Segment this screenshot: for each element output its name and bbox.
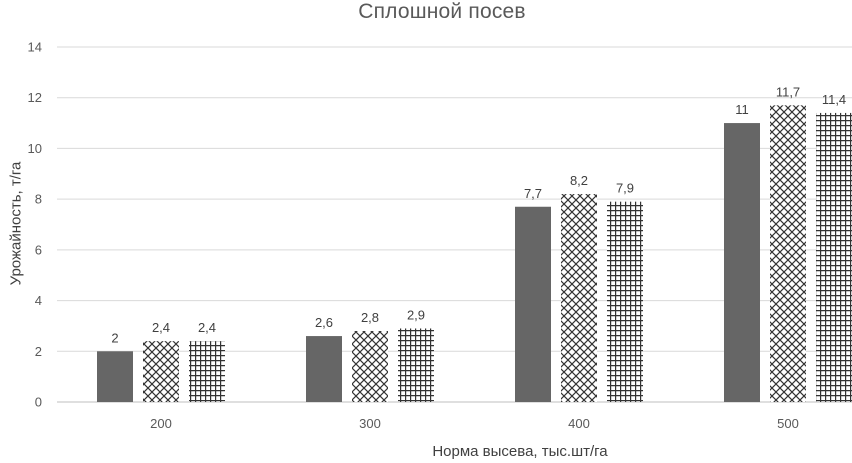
x-tick-label: 500 [777,416,799,431]
x-tick-labels: 200 300 400 500 [150,416,799,431]
data-label: 2 [111,330,118,345]
bar [816,112,852,402]
bar [724,123,760,403]
data-label: 7,9 [616,181,634,196]
data-label: 2,6 [315,315,333,330]
y-tick-label: 14 [28,40,42,55]
bar [398,328,434,402]
y-tick-label: 8 [35,192,42,207]
x-tick-label: 200 [150,416,172,431]
data-label: 8,2 [570,173,588,188]
data-labels: 2 2,4 2,4 2,6 2,8 2,9 7,7 8,2 7,9 11 11,7 11,4 [111,84,846,345]
bar [515,206,551,402]
y-tick-label: 12 [28,90,42,105]
data-label: 2,4 [152,320,170,335]
bar [352,331,388,402]
y-tick-label: 6 [35,242,42,257]
y-tick-label: 4 [35,293,42,308]
bar [306,336,342,402]
bar [561,194,597,402]
data-label: 11,7 [776,84,800,99]
x-tick-label: 300 [359,416,381,431]
bar [607,201,643,402]
data-label: 11,4 [822,92,846,107]
x-axis-title: Норма высева, тыс.шт/га [432,443,608,460]
x-tick-label: 400 [568,416,590,431]
data-label: 7,7 [524,186,542,201]
data-label: 2,9 [407,307,425,322]
bar [97,351,133,402]
data-label: 2,8 [361,310,379,325]
bar [189,341,225,402]
y-tick-label: 10 [28,141,42,156]
bar [770,105,806,403]
bar [143,341,179,402]
data-label: 11 [735,102,749,117]
bars [97,105,852,403]
y-tick-label: 0 [35,395,42,410]
y-tick-labels: 0 2 4 6 8 10 12 14 [28,40,42,410]
data-label: 2,4 [198,320,216,335]
y-tick-label: 2 [35,344,42,359]
chart-title: Сплошной посев [358,0,526,23]
